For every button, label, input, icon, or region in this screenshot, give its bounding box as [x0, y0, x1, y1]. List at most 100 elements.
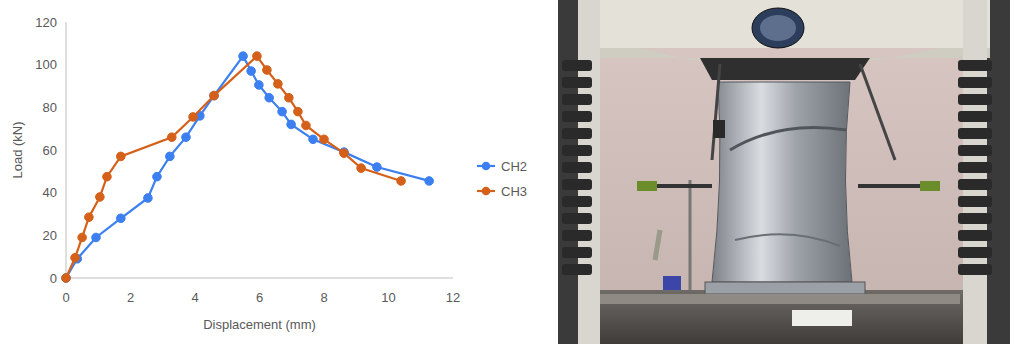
machine-plate — [792, 310, 852, 326]
spring-coil — [562, 247, 592, 258]
spring-coil — [958, 77, 992, 88]
series-marker — [62, 274, 71, 283]
x-tick-label: 0 — [62, 290, 69, 305]
y-tick-label: 100 — [35, 57, 57, 72]
y-tick-label: 120 — [35, 15, 57, 30]
x-tick-label: 4 — [191, 290, 198, 305]
lvdt-tag — [920, 181, 940, 191]
series-marker — [153, 172, 162, 181]
legend-marker — [482, 162, 491, 171]
plot-area — [62, 52, 434, 282]
spring-coil — [958, 145, 992, 156]
series-marker — [62, 274, 71, 283]
spring-coil — [562, 60, 592, 71]
series-marker — [294, 107, 303, 116]
specimen — [712, 82, 852, 282]
test-photo — [558, 0, 1010, 344]
series-marker — [309, 135, 318, 144]
legend: CH2 CH3 — [477, 159, 527, 199]
series-marker — [239, 52, 248, 61]
series-marker — [302, 121, 311, 130]
series-marker — [103, 172, 112, 181]
spring-coil — [958, 60, 992, 71]
legend-label: CH2 — [501, 159, 527, 174]
series-marker — [373, 163, 382, 172]
series-marker — [285, 93, 294, 102]
x-tick-label: 8 — [320, 290, 327, 305]
floor — [558, 290, 1010, 344]
x-axis-title: Displacement (mm) — [203, 317, 316, 332]
y-tick-label: 0 — [50, 271, 57, 286]
series-marker — [71, 253, 80, 262]
series-marker — [247, 67, 256, 76]
spring-coil — [562, 213, 592, 224]
spring-coil — [958, 94, 992, 105]
series-marker — [263, 66, 272, 75]
series-marker — [278, 107, 287, 116]
spring-coil — [958, 196, 992, 207]
spring-coil — [958, 162, 992, 173]
spring-coil — [958, 111, 992, 122]
series-line — [66, 56, 401, 278]
series-marker — [425, 177, 434, 186]
spring-coil — [562, 162, 592, 173]
spring-coil — [958, 247, 992, 258]
dial-inner — [760, 15, 796, 41]
series-marker — [255, 81, 264, 90]
x-tick-label: 12 — [446, 290, 460, 305]
spring-coil — [562, 230, 592, 241]
y-tick-label: 40 — [43, 185, 57, 200]
stand-rod — [689, 180, 692, 290]
series-marker — [274, 80, 283, 89]
series-marker — [210, 91, 219, 100]
buckle-line — [730, 128, 846, 151]
series-marker — [320, 135, 329, 144]
spring-coil — [958, 179, 992, 190]
spring-coil — [562, 111, 592, 122]
series-marker — [167, 133, 176, 142]
series-marker — [265, 93, 274, 102]
lvdt-arm — [712, 64, 720, 160]
spring-coil — [958, 230, 992, 241]
spring-coil — [562, 196, 592, 207]
probe — [655, 230, 660, 260]
figure: 020406080100120024681012Displacement (mm… — [0, 0, 1010, 344]
spring-coil — [562, 77, 592, 88]
base-plate — [705, 282, 865, 294]
series-marker — [144, 194, 153, 203]
y-tick-label: 20 — [43, 228, 57, 243]
crosshead-top — [600, 0, 990, 48]
spring-coil — [562, 179, 592, 190]
lvdt-body — [713, 120, 725, 138]
machine-bed — [600, 294, 960, 304]
y-axis-title: Load (kN) — [10, 121, 25, 178]
chart: 020406080100120024681012Displacement (mm… — [10, 15, 527, 333]
series-marker — [92, 233, 101, 242]
series-marker — [78, 233, 87, 242]
spring-coil — [562, 128, 592, 139]
x-tick-label: 2 — [127, 290, 134, 305]
background — [0, 0, 1010, 344]
x-axis-line — [66, 278, 453, 279]
spring-coil — [562, 94, 592, 105]
series-marker — [357, 164, 366, 173]
series-marker — [117, 152, 126, 161]
wall — [558, 0, 1010, 344]
series-line — [66, 56, 429, 278]
series-marker — [340, 149, 349, 158]
x-tick-label: 6 — [256, 290, 263, 305]
y-axis-line — [66, 22, 67, 278]
lvdt-tag — [637, 181, 657, 191]
series-marker — [96, 193, 105, 202]
series-marker — [210, 91, 219, 100]
dial — [752, 8, 804, 48]
legend-label: CH3 — [501, 184, 527, 199]
y-tick-label: 60 — [43, 143, 57, 158]
series-marker — [189, 113, 198, 122]
series-marker — [253, 52, 262, 61]
lvdt-arm — [860, 64, 895, 160]
series-marker — [166, 152, 175, 161]
x-tick-label: 10 — [381, 290, 395, 305]
spring-coil — [958, 128, 992, 139]
series-marker — [85, 213, 94, 222]
